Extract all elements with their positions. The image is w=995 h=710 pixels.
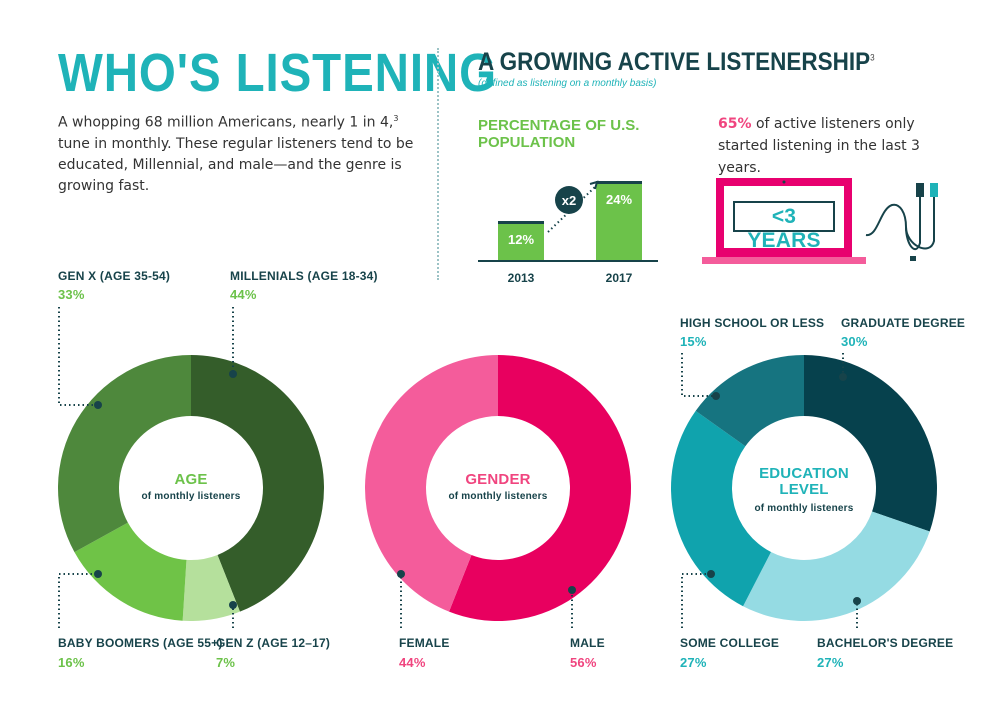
- active-listeners-text: 65% of active listeners only started lis…: [718, 113, 948, 179]
- education-donut-subtitle: of monthly listeners: [754, 503, 854, 514]
- callout-dot: [707, 570, 715, 578]
- graduate-label: GRADUATE DEGREE: [841, 316, 966, 330]
- laptop-illustration: [702, 178, 938, 264]
- active-listeners-pct: 65%: [718, 116, 752, 132]
- high-school-label: HIGH SCHOOL OR LESS: [680, 316, 825, 330]
- baby-boomers-label: BABY BOOMERS (AGE 55+): [58, 636, 223, 650]
- callout-dot: [839, 373, 847, 381]
- growth-arrow-head-icon: [589, 180, 599, 190]
- bar-2013: [498, 221, 544, 261]
- age-donut: [58, 355, 324, 621]
- bar-chart-title: PERCENTAGE OF U.S. POPULATION: [478, 117, 640, 151]
- education-donut-title: EDUCATION LEVEL: [759, 465, 849, 498]
- gender-donut: [365, 355, 631, 621]
- donut-slice-millenials-age-18-34: [191, 355, 324, 612]
- laptop-base: [702, 257, 866, 264]
- bar-value-label: 12%: [508, 232, 534, 247]
- millenials-label: MILLENIALS (AGE 18-34): [230, 269, 378, 283]
- age-donut-title: AGE: [174, 471, 208, 488]
- intro-text-part: A whopping 68 million Americans, nearly …: [58, 114, 394, 131]
- some-college-label: SOME COLLEGE: [680, 636, 780, 650]
- callout-dot: [712, 392, 720, 400]
- bar-2017: [596, 181, 642, 261]
- bar-category-label: 2017: [606, 271, 633, 285]
- baby-boomers-pct: 16%: [58, 655, 85, 670]
- callout-high-school: [681, 353, 716, 397]
- earbud-cable-icon: [905, 195, 935, 250]
- bar-top-line: [596, 181, 642, 184]
- callout-boomers: [58, 573, 98, 628]
- intro-text-part: tune in monthly. These regular listeners…: [58, 135, 414, 194]
- section-divider: [437, 48, 439, 280]
- callout-dot: [229, 601, 237, 609]
- donut-slice-graduate-degree: [804, 355, 937, 532]
- callout-dot: [397, 570, 405, 578]
- multiplier-badge: [555, 186, 583, 214]
- callout-gen-x: [58, 307, 98, 406]
- male-pct: 56%: [570, 655, 597, 670]
- callout-dot: [853, 597, 861, 605]
- page-title: WHO'S LISTENING: [58, 43, 497, 103]
- multiplier-label: x2: [562, 193, 576, 208]
- donut-slice-female: [365, 355, 498, 612]
- active-listeners-desc: of active listeners only started listeni…: [718, 116, 920, 176]
- bachelors-pct: 27%: [817, 655, 844, 670]
- callout-dot: [229, 370, 237, 378]
- bar-category-label: 2013: [508, 271, 535, 285]
- callout-dot: [94, 401, 102, 409]
- earbud-right-icon: [930, 183, 938, 197]
- growth-title-text: A GROWING ACTIVE LISTENERSHIP: [478, 48, 871, 76]
- gen-x-label: GEN X (AGE 35-54): [58, 269, 171, 283]
- male-label: MALE: [570, 636, 605, 650]
- gender-donut-title: GENDER: [465, 471, 531, 488]
- donut-slice-baby-boomers-age-55: [74, 522, 187, 621]
- donut-slice-some-college: [671, 410, 772, 607]
- gen-z-pct: 7%: [216, 655, 236, 670]
- gen-z-label: GEN Z (AGE 12–17): [216, 636, 331, 650]
- callout-dot: [568, 586, 576, 594]
- donut-slice-gen-z-age-12-17: [182, 554, 240, 621]
- callout-some-college: [681, 573, 711, 628]
- some-college-pct: 27%: [680, 655, 707, 670]
- earbud-jack-icon: [910, 256, 916, 261]
- gen-x-pct: 33%: [58, 287, 85, 302]
- education-donut: [671, 355, 937, 621]
- female-pct: 44%: [399, 655, 426, 670]
- bar-value-label: 24%: [606, 192, 632, 207]
- growth-arrow-line: [547, 185, 597, 233]
- earbud-cable-icon: [865, 195, 921, 250]
- donut-slice-high-school-or-less: [695, 355, 804, 447]
- graduate-pct: 30%: [841, 334, 868, 349]
- laptop-label: <3 YEARS: [747, 205, 821, 252]
- bar-top-line: [498, 221, 544, 224]
- high-school-pct: 15%: [680, 334, 707, 349]
- growth-title: A GROWING ACTIVE LISTENERSHIP3: [478, 48, 875, 77]
- donut-slice-male: [449, 355, 631, 621]
- millenials-pct: 44%: [230, 287, 257, 302]
- donut-slice-gen-x-age-35-54: [58, 355, 192, 553]
- laptop-screen: [724, 186, 844, 248]
- donut-slice-bachelor-s-degree: [743, 511, 930, 621]
- laptop-label-box: [733, 201, 835, 232]
- intro-text: A whopping 68 million Americans, nearly …: [58, 108, 428, 197]
- female-label: FEMALE: [399, 636, 450, 650]
- age-donut-subtitle: of monthly listeners: [141, 491, 241, 502]
- growth-subtitle: (defined as listening on a monthly basis…: [478, 78, 657, 89]
- intro-footnote: 3: [393, 114, 399, 123]
- laptop-camera-icon: [782, 180, 786, 184]
- gender-donut-subtitle: of monthly listeners: [448, 491, 548, 502]
- bar-chart: 12% 2013 24% 2017 x2: [478, 180, 658, 285]
- bachelors-label: BACHELOR'S DEGREE: [817, 636, 954, 650]
- earbud-left-icon: [916, 183, 924, 197]
- callout-dot: [94, 570, 102, 578]
- growth-title-footnote: 3: [870, 52, 875, 63]
